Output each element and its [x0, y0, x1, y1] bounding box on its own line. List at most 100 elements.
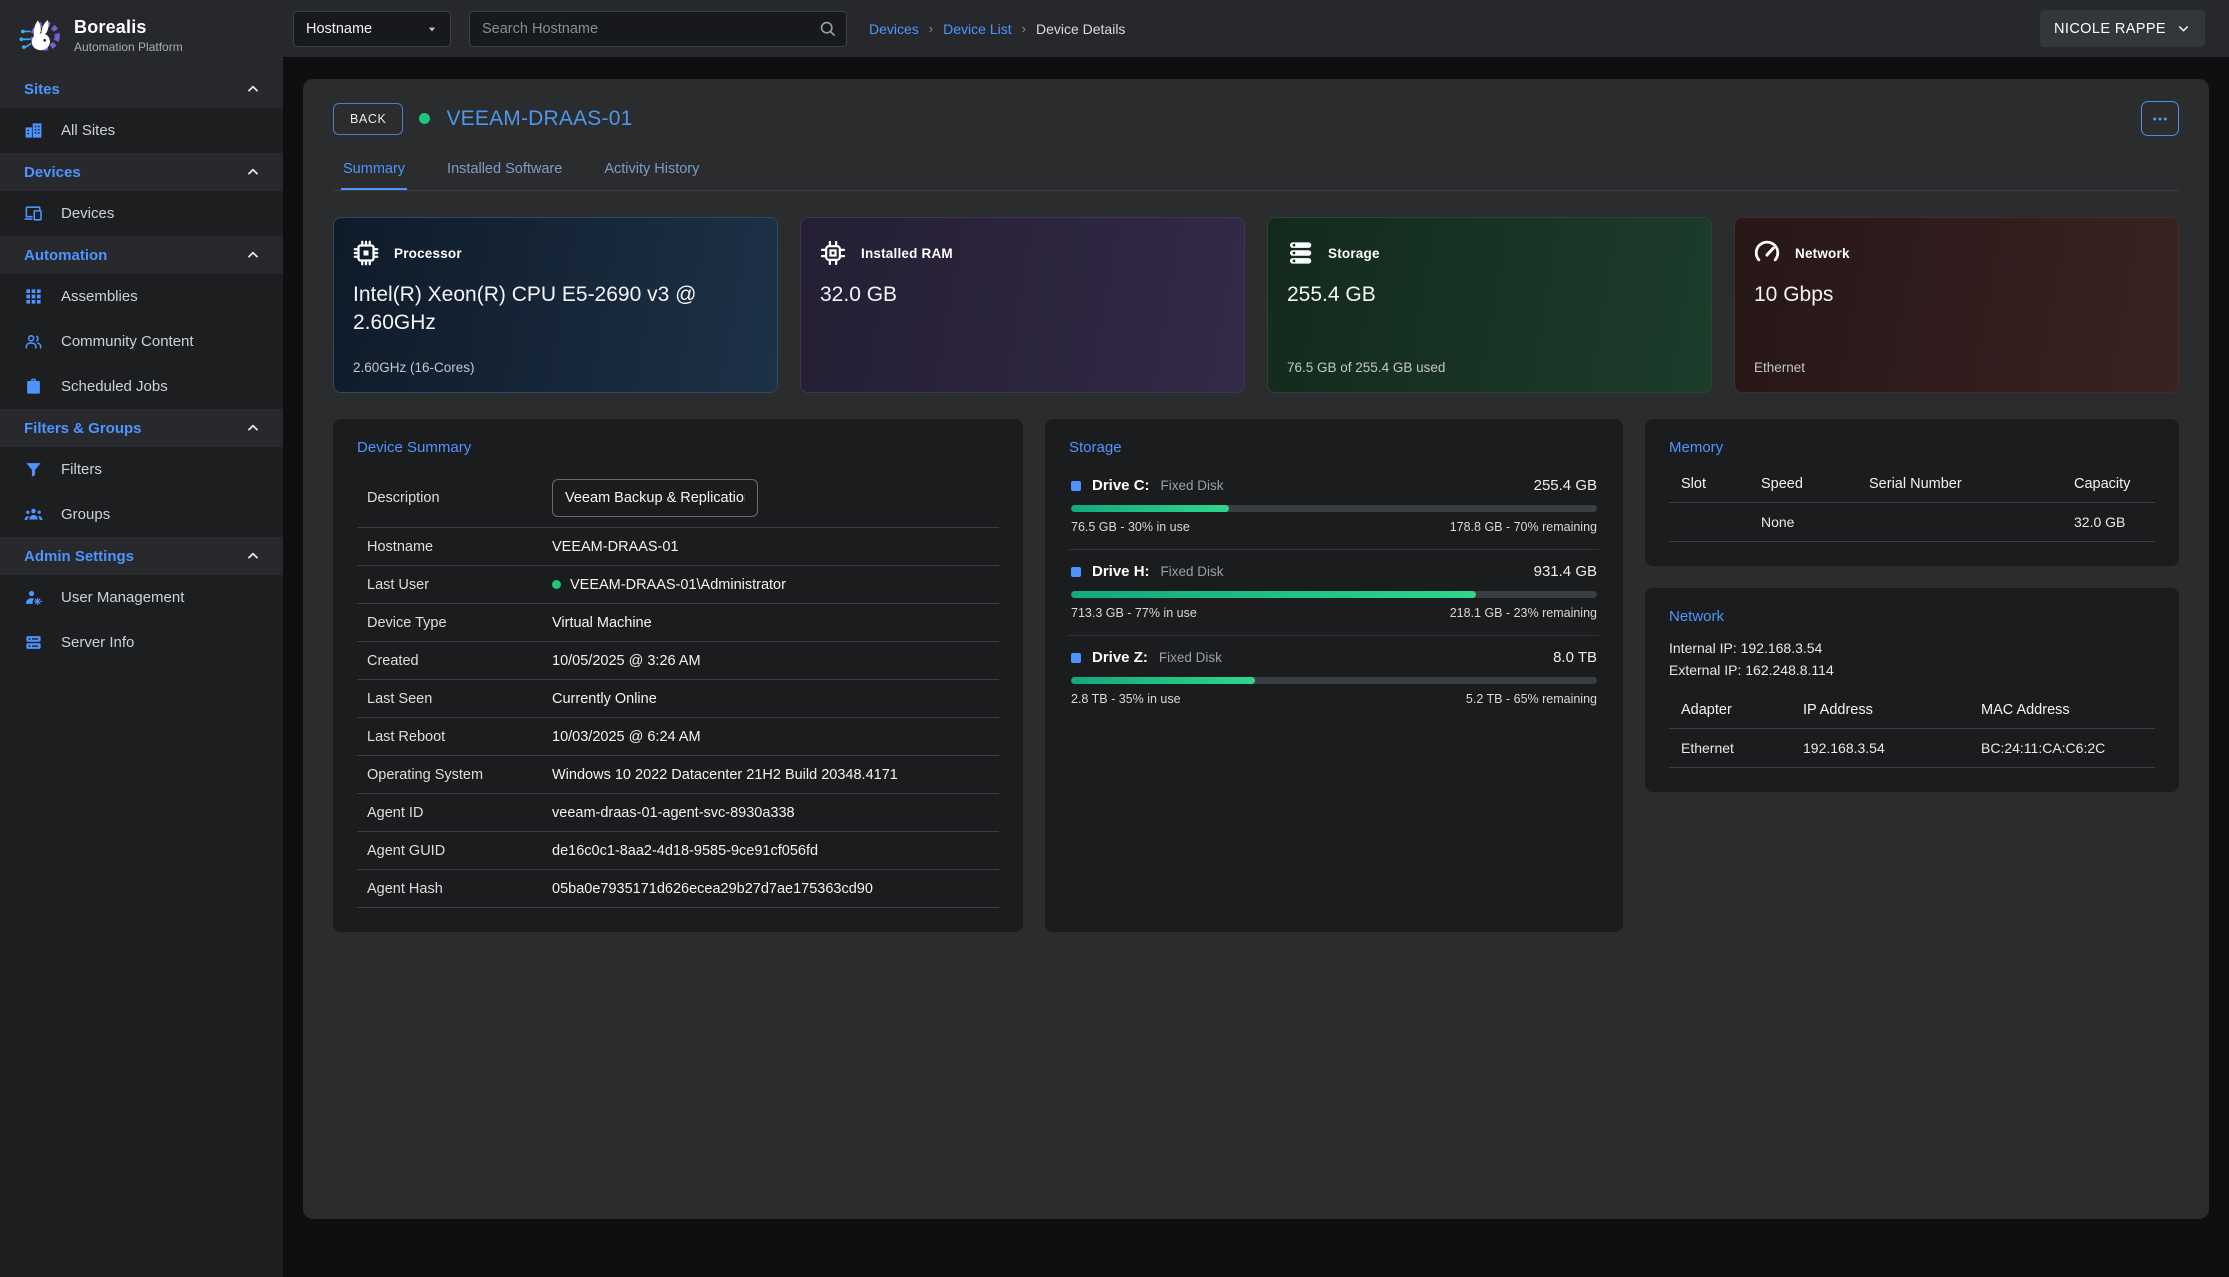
- summary-row-description: Description: [357, 468, 999, 528]
- storage-panel: Storage Drive C:Fixed Disk255.4 GB76.5 G…: [1045, 419, 1623, 932]
- memory-col-capacity: Capacity: [2070, 466, 2155, 503]
- sidebar-item-user-management[interactable]: User Management: [0, 575, 283, 620]
- user-name: NICOLE RAPPE: [2054, 21, 2166, 37]
- summary-row-created: Created10/05/2025 @ 3:26 AM: [357, 642, 999, 680]
- drive-drive-h: Drive H:Fixed Disk931.4 GB713.3 GB - 77%…: [1069, 550, 1599, 636]
- description-input[interactable]: [552, 479, 758, 517]
- search-icon: [818, 19, 837, 38]
- drive-stats: 2.8 TB - 35% in use5.2 TB - 65% remainin…: [1071, 692, 1597, 706]
- tab-installed-software[interactable]: Installed Software: [445, 152, 564, 190]
- search-category-select[interactable]: Hostname: [293, 11, 451, 47]
- chevron-down-icon: [2176, 21, 2191, 36]
- summary-label: Agent GUID: [367, 843, 552, 859]
- breadcrumb-device-list[interactable]: Device List: [943, 21, 1011, 37]
- people-icon: [24, 332, 43, 351]
- tab-activity-history[interactable]: Activity History: [602, 152, 701, 190]
- sidebar-section-automation[interactable]: Automation: [0, 236, 283, 274]
- sidebar-item-scheduled-jobs[interactable]: Scheduled Jobs: [0, 364, 283, 409]
- network-col-mac-address: MAC Address: [1977, 692, 2155, 729]
- sidebar-item-label: Server Info: [61, 634, 134, 651]
- drive-bullet-icon: [1071, 653, 1081, 663]
- storage-icon: [1285, 238, 1315, 268]
- sidebar-item-community-content[interactable]: Community Content: [0, 319, 283, 364]
- grid-icon: [24, 287, 43, 306]
- stat-card-installed-ram: Installed RAM32.0 GB: [800, 217, 1245, 393]
- sidebar-section-sites[interactable]: Sites: [0, 70, 283, 108]
- user-menu-button[interactable]: NICOLE RAPPE: [2040, 10, 2205, 47]
- summary-row-hostname: HostnameVEEAM-DRAAS-01: [357, 528, 999, 566]
- summary-value: VEEAM-DRAAS-01\Administrator: [552, 577, 786, 593]
- external-ip: External IP: 162.248.8.114: [1669, 659, 2155, 681]
- brand-name: Borealis: [74, 17, 183, 38]
- device-summary-panel: Device Summary DescriptionHostnameVEEAM-…: [333, 419, 1023, 932]
- summary-label: Device Type: [367, 615, 552, 631]
- drive-name: Drive H:: [1092, 563, 1150, 580]
- stat-card-value: Intel(R) Xeon(R) CPU E5-2690 v3 @ 2.60GH…: [351, 281, 760, 336]
- network-col-adapter: Adapter: [1669, 692, 1799, 729]
- sidebar-item-assemblies[interactable]: Assemblies: [0, 274, 283, 319]
- sidebar-item-filters[interactable]: Filters: [0, 447, 283, 492]
- briefcase-icon: [24, 377, 43, 396]
- summary-value: Currently Online: [552, 691, 657, 707]
- summary-label: Last User: [367, 577, 552, 593]
- brand[interactable]: Borealis Automation Platform: [0, 0, 283, 70]
- summary-value-text: veeam-draas-01-agent-svc-8930a338: [552, 805, 795, 821]
- sidebar-section-label: Sites: [24, 81, 60, 98]
- search-input[interactable]: [469, 11, 847, 47]
- drive-header: Drive Z:Fixed Disk8.0 TB: [1071, 649, 1597, 666]
- drive-size: 931.4 GB: [1534, 563, 1597, 580]
- tab-summary[interactable]: Summary: [341, 152, 407, 190]
- stat-card-storage: Storage255.4 GB76.5 GB of 255.4 GB used: [1267, 217, 1712, 393]
- sidebar-item-label: All Sites: [61, 122, 115, 139]
- summary-value-text: 10/05/2025 @ 3:26 AM: [552, 653, 701, 669]
- sidebar-item-devices[interactable]: Devices: [0, 191, 283, 236]
- network-row: Ethernet192.168.3.54BC:24:11:CA:C6:2C: [1669, 728, 2155, 767]
- sidebar-section-filters-groups[interactable]: Filters & Groups: [0, 409, 283, 447]
- stat-card-header: Network: [1752, 238, 2161, 268]
- sidebar-item-server-info[interactable]: Server Info: [0, 620, 283, 665]
- groups-icon: [24, 505, 43, 524]
- summary-row-device-type: Device TypeVirtual Machine: [357, 604, 999, 642]
- sidebar-section-admin-settings[interactable]: Admin Settings: [0, 537, 283, 575]
- network-cell: 192.168.3.54: [1799, 728, 1977, 767]
- summary-label: Operating System: [367, 767, 552, 783]
- drive-drive-c: Drive C:Fixed Disk255.4 GB76.5 GB - 30% …: [1069, 464, 1599, 550]
- drive-used-text: 76.5 GB - 30% in use: [1071, 520, 1190, 534]
- drive-usage-fill: [1071, 591, 1476, 598]
- app-root: Borealis Automation Platform Sites All Si…: [0, 0, 2229, 1277]
- cpu-icon: [351, 238, 381, 268]
- memory-col-slot: Slot: [1669, 466, 1757, 503]
- memory-table: SlotSpeedSerial NumberCapacityNone32.0 G…: [1669, 466, 2155, 542]
- summary-value: 05ba0e7935171d626ecea29b27d7ae175363cd90: [552, 881, 873, 897]
- chevron-up-icon: [245, 164, 261, 180]
- devices-icon: [24, 204, 43, 223]
- sidebar-section-devices[interactable]: Devices: [0, 153, 283, 191]
- summary-label: Last Seen: [367, 691, 552, 707]
- stat-card-title: Installed RAM: [861, 246, 953, 261]
- stat-card-subtext: [818, 360, 1227, 376]
- drive-name: Drive Z:: [1092, 649, 1148, 666]
- caret-down-icon: [424, 21, 440, 37]
- device-details-card: BACK VEEAM-DRAAS-01 SummaryInstalled Sof…: [303, 79, 2209, 1219]
- online-status-dot: [552, 580, 561, 589]
- sidebar-item-all-sites[interactable]: All Sites: [0, 108, 283, 153]
- more-options-button[interactable]: [2141, 101, 2179, 136]
- drive-stats: 713.3 GB - 77% in use218.1 GB - 23% rema…: [1071, 606, 1597, 620]
- brand-logo-icon: [14, 8, 64, 63]
- drive-usage-bar: [1071, 591, 1597, 598]
- device-status-dot: [419, 113, 430, 124]
- summary-label: Hostname: [367, 539, 552, 555]
- summary-row-agent-guid: Agent GUIDde16c0c1-8aa2-4d18-9585-9ce91c…: [357, 832, 999, 870]
- drive-usage-bar: [1071, 505, 1597, 512]
- network-col-ip-address: IP Address: [1799, 692, 1977, 729]
- stat-card-header: Processor: [351, 238, 760, 268]
- back-button[interactable]: BACK: [333, 103, 403, 135]
- network-panel: Network Internal IP: 192.168.3.54 Extern…: [1645, 588, 2179, 792]
- sidebar-item-groups[interactable]: Groups: [0, 492, 283, 537]
- memory-cell: [1669, 503, 1757, 542]
- chevron-up-icon: [245, 420, 261, 436]
- breadcrumb-devices[interactable]: Devices: [869, 21, 919, 37]
- memory-row: None32.0 GB: [1669, 503, 2155, 542]
- chevron-up-icon: [245, 548, 261, 564]
- search-category-value: Hostname: [306, 21, 372, 37]
